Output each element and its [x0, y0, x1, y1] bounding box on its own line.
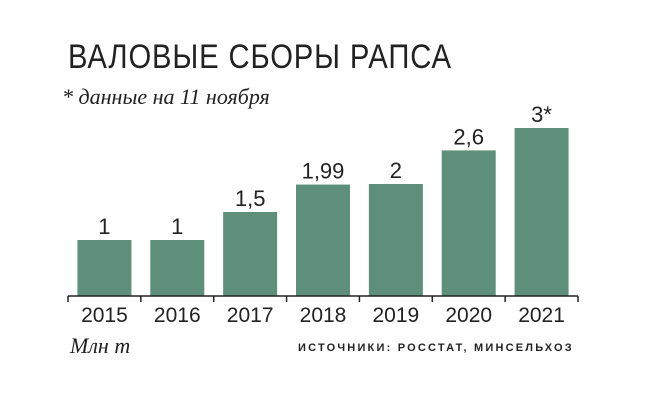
- bar-2020: [441, 150, 496, 296]
- bar-2021: [514, 128, 569, 296]
- value-label-2017: 1,5: [235, 186, 266, 211]
- bar-2016: [150, 240, 205, 296]
- bar-2017: [223, 212, 278, 296]
- x-tick-label-2016: 2016: [154, 304, 201, 327]
- value-label-2020: 2,6: [453, 124, 484, 149]
- value-label-2016: 1: [171, 214, 183, 239]
- x-tick-label-2021: 2021: [518, 304, 565, 327]
- x-tick-label-2015: 2015: [81, 304, 128, 327]
- x-tick-label-2020: 2020: [445, 304, 492, 327]
- bars-group: [77, 128, 569, 296]
- unit-label: Млн т: [70, 333, 131, 358]
- bar-2015: [77, 240, 132, 296]
- chart-title: ВАЛОВЫЕ СБОРЫ РАПСА: [68, 38, 452, 76]
- x-tick-labels-group: 2015 2016 2017 2018 2019 2020 2021: [81, 304, 565, 327]
- bar-2018: [296, 184, 350, 296]
- value-labels-group: 1 1 1,5 1,99 2 2,6 3*: [98, 102, 552, 239]
- value-label-2018: 1,99: [302, 159, 345, 184]
- value-label-2015: 1: [98, 214, 110, 239]
- x-tick-label-2019: 2019: [372, 304, 419, 327]
- value-label-2021: 3*: [531, 102, 552, 127]
- value-label-2019: 2: [390, 158, 402, 183]
- bar-2019: [368, 184, 423, 296]
- x-tick-label-2017: 2017: [227, 304, 274, 327]
- chart-subtitle: * данные на 11 ноября: [62, 84, 270, 109]
- source-note: ИСТОЧНИКИ: РОССТАТ, МИНСЕЛЬХОЗ: [298, 342, 574, 354]
- x-ticks-group: [67, 296, 579, 302]
- x-tick-label-2018: 2018: [300, 304, 347, 327]
